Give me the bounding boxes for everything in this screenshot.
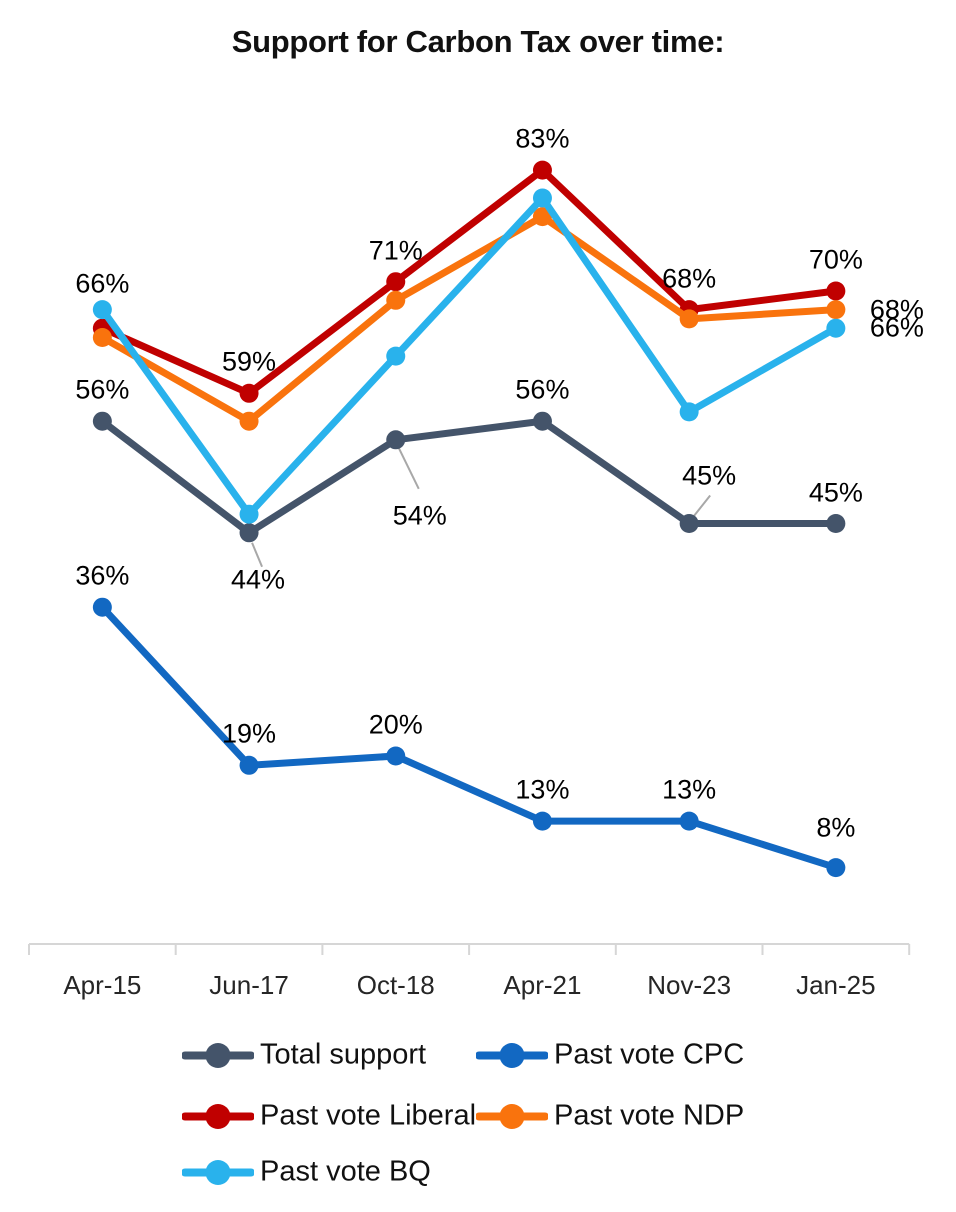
marker-past-vote-bq-oct-18 [386, 346, 406, 366]
series-line-past-vote-liberal [98, 166, 840, 397]
legend-series-marker-icon [182, 1159, 254, 1185]
label-leader-line [690, 494, 711, 521]
legend-label: Past vote BQ [260, 1155, 431, 1188]
marker-past-vote-ndp-apr-15 [92, 328, 112, 347]
marker-total-support-apr-21 [532, 411, 552, 431]
x-axis-label-oct-18: Oct-18 [356, 970, 435, 1000]
marker-past-vote-liberal-oct-18 [386, 272, 406, 292]
legend-label: Past vote CPC [554, 1038, 745, 1071]
marker-past-vote-cpc-oct-18 [386, 746, 406, 766]
marker-past-vote-cpc-apr-15 [92, 597, 112, 617]
data-label-past-vote-liberal-jan-25: 70% [808, 244, 863, 275]
data-label-past-vote-cpc-oct-18: 20% [368, 709, 423, 740]
legend-label: Past vote NDP [554, 1099, 745, 1132]
legend-item-total-support: Total support [182, 1038, 427, 1071]
data-label-past-vote-cpc-jan-25: 8% [816, 812, 856, 843]
marker-past-vote-bq-apr-15 [92, 300, 112, 320]
marker-past-vote-ndp-apr-21 [532, 207, 552, 227]
marker-past-vote-ndp-nov-23 [679, 309, 699, 329]
marker-total-support-apr-15 [92, 411, 112, 431]
x-axis-label-nov-23: Nov-23 [647, 970, 732, 1000]
marker-total-support-nov-23 [679, 514, 699, 533]
marker-total-support-oct-18 [386, 430, 406, 450]
series-line-past-vote-bq [98, 194, 840, 518]
data-label-total-support-apr-21: 56% [515, 374, 570, 405]
legend-label: Past vote Liberal [260, 1099, 477, 1132]
data-label-past-vote-cpc-apr-15: 36% [75, 560, 130, 591]
data-label-total-support-jan-25: 45% [808, 477, 863, 507]
marker-total-support-jan-25 [826, 514, 846, 533]
data-label-total-support-oct-18: 54% [392, 500, 447, 531]
legend-item-past-vote-cpc: Past vote CPC [476, 1038, 745, 1071]
data-label-past-vote-liberal-nov-23: 68% [662, 263, 717, 294]
data-label-total-support-nov-23: 45% [682, 460, 737, 490]
marker-past-vote-cpc-nov-23 [679, 811, 699, 831]
marker-past-vote-bq-jun-17 [239, 504, 259, 524]
data-label-total-support-apr-15: 56% [75, 374, 130, 405]
marker-past-vote-bq-jan-25 [826, 318, 846, 338]
marker-past-vote-liberal-apr-21 [532, 160, 552, 180]
label-leader-line [395, 443, 420, 490]
series-line-total-support [98, 417, 840, 537]
marker-past-vote-ndp-oct-18 [386, 290, 406, 310]
marker-past-vote-cpc-jun-17 [239, 755, 259, 775]
legend-label: Total support [260, 1038, 427, 1071]
data-label-past-vote-liberal-oct-18: 71% [368, 235, 423, 266]
data-label-total-support-jun-17: 44% [231, 564, 286, 595]
data-label-past-vote-bq-jan-25: 66% [869, 312, 924, 343]
data-label-past-vote-liberal-apr-21: 83% [515, 123, 570, 154]
x-axis-label-jan-25: Jan-25 [796, 970, 876, 1000]
chart-title: Support for Carbon Tax over time: [231, 24, 725, 59]
label-leader-line [251, 542, 263, 568]
marker-total-support-jun-17 [239, 523, 259, 543]
series-line-past-vote-cpc [98, 603, 840, 872]
marker-past-vote-bq-apr-21 [532, 188, 552, 208]
legend-series-marker-icon [476, 1042, 548, 1068]
legend-series-marker-icon [182, 1103, 254, 1129]
data-label-past-vote-liberal-jun-17: 59% [222, 346, 277, 377]
x-axis-label-apr-21: Apr-21 [503, 970, 582, 1000]
data-label-past-vote-cpc-nov-23: 13% [662, 774, 717, 805]
marker-past-vote-cpc-apr-21 [532, 811, 552, 831]
data-label-past-vote-cpc-apr-21: 13% [515, 774, 570, 805]
marker-past-vote-ndp-jun-17 [239, 411, 259, 431]
series-line-past-vote-ndp [98, 213, 840, 425]
x-axis-label-jun-17: Jun-17 [209, 970, 289, 1000]
legend-item-past-vote-ndp: Past vote NDP [476, 1099, 745, 1132]
marker-past-vote-bq-nov-23 [679, 402, 699, 422]
marker-past-vote-ndp-jan-25 [826, 300, 846, 320]
legend-series-marker-icon [182, 1042, 254, 1068]
marker-past-vote-liberal-jun-17 [239, 383, 259, 403]
data-label-past-vote-ndp-jan-25: 68% [869, 294, 924, 325]
marker-past-vote-liberal-jan-25 [826, 281, 846, 301]
data-label-past-vote-cpc-jun-17: 19% [222, 718, 277, 749]
legend-series-marker-icon [476, 1103, 548, 1129]
marker-past-vote-cpc-jan-25 [826, 858, 846, 878]
x-axis-label-apr-15: Apr-15 [63, 970, 142, 1000]
legend-item-past-vote-bq: Past vote BQ [182, 1155, 431, 1188]
data-label-past-vote-liberal-apr-15: 66% [75, 268, 130, 299]
legend-item-past-vote-liberal: Past vote Liberal [182, 1099, 477, 1132]
